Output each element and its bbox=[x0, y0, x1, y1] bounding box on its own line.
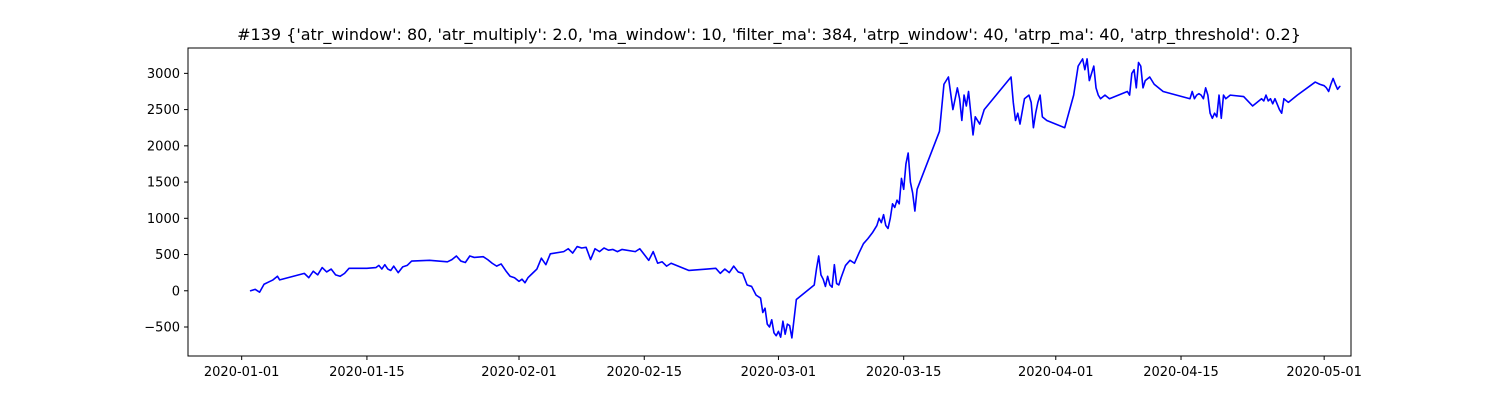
y-tick-label: −500 bbox=[144, 321, 180, 336]
y-axis: −500 0 500 1000 1500 2000 2500 3000 bbox=[144, 67, 188, 336]
chart-title: #139 {'atr_window': 80, 'atr_multiply': … bbox=[237, 25, 1301, 45]
y-tick-label: 0 bbox=[172, 284, 180, 299]
y-tick-label: 2500 bbox=[147, 103, 180, 118]
y-tick-label: 2000 bbox=[147, 139, 180, 154]
series-layer bbox=[249, 58, 1341, 339]
x-tick-label: 2020-03-15 bbox=[866, 365, 942, 380]
y-tick-label: 1500 bbox=[147, 176, 180, 191]
y-tick-label: 3000 bbox=[147, 67, 180, 82]
y-tick-label: 500 bbox=[155, 248, 180, 263]
y-tick-label: 1000 bbox=[147, 212, 180, 227]
x-tick-label: 2020-01-15 bbox=[329, 365, 405, 380]
x-tick-label: 2020-05-01 bbox=[1286, 365, 1362, 380]
series-line-equity bbox=[249, 58, 1341, 339]
x-tick-label: 2020-03-01 bbox=[741, 365, 817, 380]
x-tick-label: 2020-04-15 bbox=[1143, 365, 1219, 380]
x-tick-label: 2020-04-01 bbox=[1018, 365, 1094, 380]
x-axis: 2020-01-01 2020-01-15 2020-02-01 2020-02-15… bbox=[204, 356, 1362, 380]
x-tick-label: 2020-02-01 bbox=[481, 365, 557, 380]
x-tick-label: 2020-02-15 bbox=[606, 365, 682, 380]
plot-area-frame bbox=[187, 47, 1352, 357]
x-tick-label: 2020-01-01 bbox=[204, 365, 280, 380]
